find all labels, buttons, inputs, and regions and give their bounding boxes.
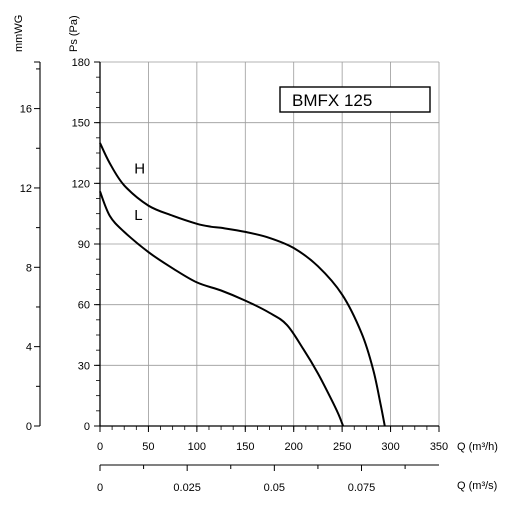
secondary-x-tick-label: 0.075 xyxy=(348,482,376,494)
x-tick-label: 150 xyxy=(236,441,254,453)
x-axis-label: Q (m³/h) xyxy=(457,441,498,453)
curves: HL xyxy=(99,142,386,427)
series-line-h xyxy=(99,142,386,427)
x-tick-label: 300 xyxy=(381,441,399,453)
secondary-y-tick-label: 8 xyxy=(26,262,32,274)
y-tick-label: 120 xyxy=(72,178,90,190)
secondary-y-tick-label: 12 xyxy=(20,183,32,195)
y-tick-label: 0 xyxy=(84,421,90,433)
x-tick-label: 50 xyxy=(142,441,154,453)
secondary-y-tick-label: 0 xyxy=(26,421,32,433)
secondary-x-tick-label: 0 xyxy=(97,482,103,494)
series-label-h: H xyxy=(134,160,145,177)
secondary-x-tick-label: 0.05 xyxy=(264,482,285,494)
series-label-l: L xyxy=(134,207,142,224)
secondary-x-axis-label: Q (m³/s) xyxy=(457,480,497,492)
y-tick-label: 60 xyxy=(78,300,90,312)
title-box-frame xyxy=(279,86,431,113)
axes: 0 50 100 150 200 250 300 3500306090120150180048… xyxy=(20,57,448,494)
grid xyxy=(99,61,440,427)
y-tick-label: 90 xyxy=(78,239,90,251)
secondary-x-tick-label: 0.025 xyxy=(173,482,201,494)
secondary-y-tick-label: 4 xyxy=(26,342,32,354)
series-line-l xyxy=(99,191,345,427)
x-tick-label: 200 xyxy=(285,441,303,453)
x-tick-label: 250 xyxy=(333,441,351,453)
chart-title: BMFX 125 xyxy=(292,91,372,110)
y-axis-label: Ps (Pa) xyxy=(68,15,80,52)
y-tick-label: 150 xyxy=(72,118,90,130)
secondary-y-tick-label: 16 xyxy=(20,104,32,116)
y-tick-label: 30 xyxy=(78,360,90,372)
x-tick-label: 350 xyxy=(430,441,448,453)
y-tick-label: 180 xyxy=(72,57,90,69)
title-box: BMFX 125 xyxy=(279,86,431,113)
x-tick-label: 100 xyxy=(188,441,206,453)
x-tick-label: 0 xyxy=(97,441,103,453)
secondary-y-axis-label: mmWG xyxy=(13,15,25,52)
